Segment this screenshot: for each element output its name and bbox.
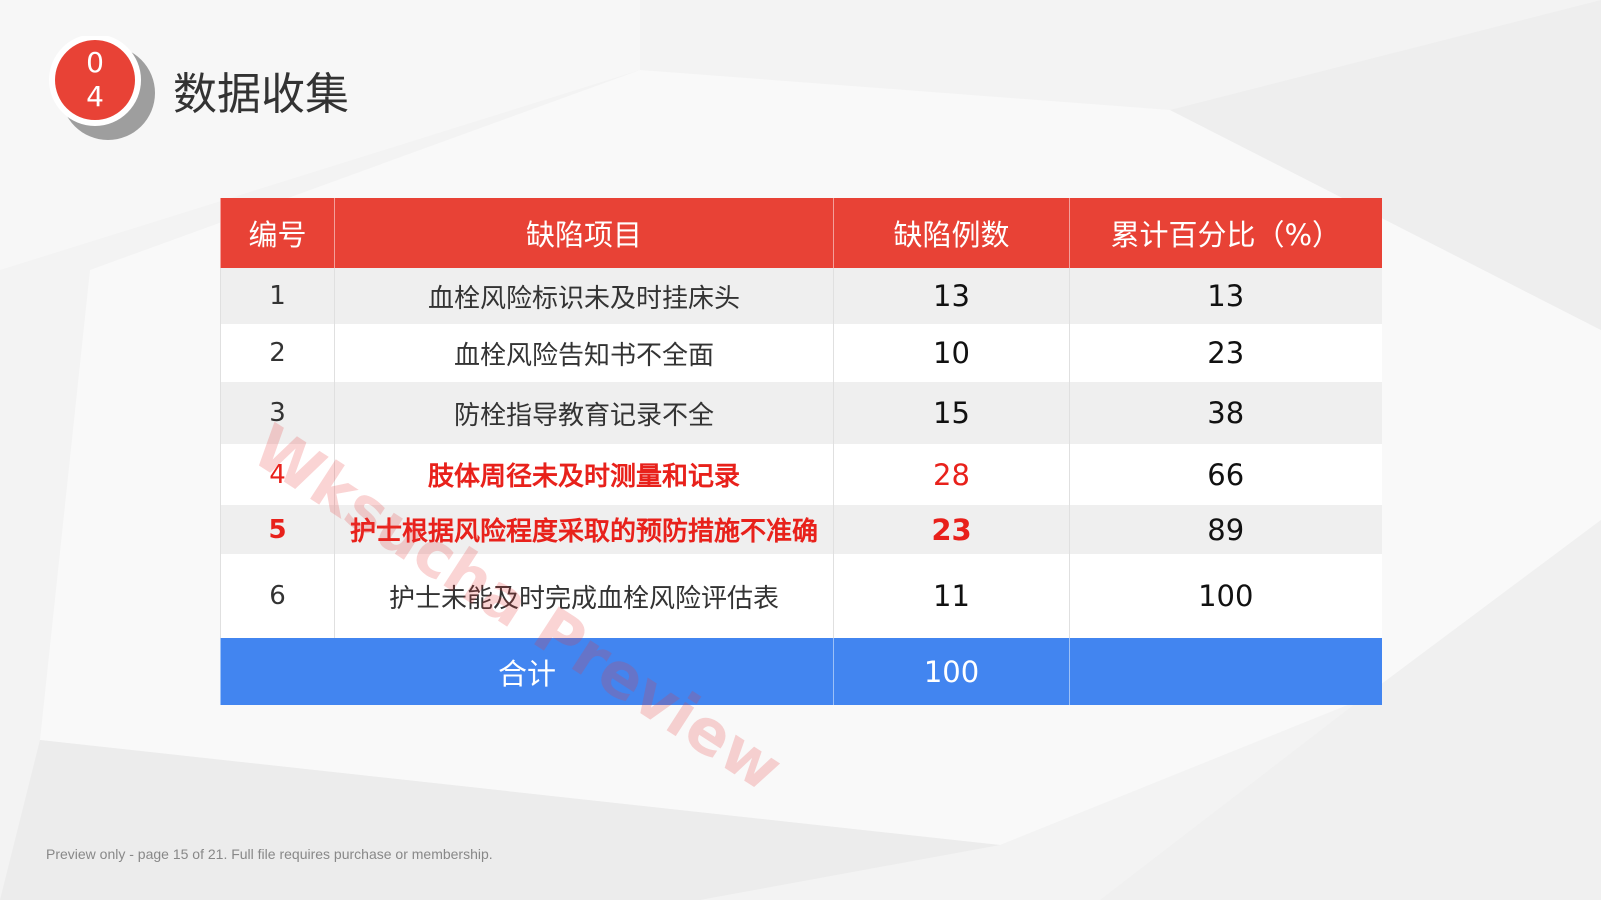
table-cell: 1 (220, 268, 335, 324)
table-cell: 5 (220, 505, 335, 554)
table-cell: 89 (1069, 505, 1382, 554)
total-label: 合计 (220, 638, 834, 705)
total-value: 100 (833, 638, 1070, 705)
table-cell: 6 (220, 554, 335, 638)
table-cell: 10 (833, 324, 1070, 382)
table-cell: 2 (220, 324, 335, 382)
footer-note: Preview only - page 15 of 21. Full file … (46, 846, 493, 862)
table-row: 3 防栓指导教育记录不全 15 38 (220, 382, 1382, 444)
table-cell: 13 (1069, 268, 1382, 324)
table-cell: 血栓风险标识未及时挂床头 (334, 268, 834, 324)
table-cell: 护士根据风险程度采取的预防措施不准确 (334, 505, 834, 554)
badge-digit: 0 (86, 46, 104, 79)
total-empty (1069, 638, 1382, 705)
table-row: 1 血栓风险标识未及时挂床头 13 13 (220, 268, 1382, 324)
column-header: 缺陷例数 (833, 198, 1070, 268)
section-badge: 0 4 (49, 36, 155, 140)
table-cell: 11 (833, 554, 1070, 638)
table-row: 5 护士根据风险程度采取的预防措施不准确 23 89 (220, 505, 1382, 554)
table-cell: 15 (833, 382, 1070, 444)
table-cell: 3 (220, 382, 335, 444)
table-cell: 100 (1069, 554, 1382, 638)
table-cell: 4 (220, 444, 335, 505)
table-cell: 38 (1069, 382, 1382, 444)
badge-digit: 4 (86, 80, 104, 113)
table-cell: 66 (1069, 444, 1382, 505)
page-title: 数据收集 (173, 69, 349, 120)
table-row: 4 肢体周径未及时测量和记录 28 66 (220, 444, 1382, 505)
data-table: 编号 缺陷项目 缺陷例数 累计百分比（%） 1 血栓风险标识未及时挂床头 13 13 2 血栓风… (220, 198, 1382, 705)
table-cell: 13 (833, 268, 1070, 324)
table-cell: 血栓风险告知书不全面 (334, 324, 834, 382)
table-cell: 防栓指导教育记录不全 (334, 382, 834, 444)
total-row: 合计 100 (220, 638, 1382, 705)
column-header: 编号 (220, 198, 335, 268)
table-cell: 28 (833, 444, 1070, 505)
table-cell: 肢体周径未及时测量和记录 (334, 444, 834, 505)
table-cell: 23 (1069, 324, 1382, 382)
table-row: 2 血栓风险告知书不全面 10 23 (220, 324, 1382, 382)
column-header: 累计百分比（%） (1069, 198, 1382, 268)
table-cell: 23 (833, 505, 1070, 554)
table-row: 6 护士未能及时完成血栓风险评估表 11 100 (220, 554, 1382, 638)
table-cell: 护士未能及时完成血栓风险评估表 (334, 554, 834, 638)
column-header: 缺陷项目 (334, 198, 834, 268)
header-row: 编号 缺陷项目 缺陷例数 累计百分比（%） (220, 198, 1382, 268)
